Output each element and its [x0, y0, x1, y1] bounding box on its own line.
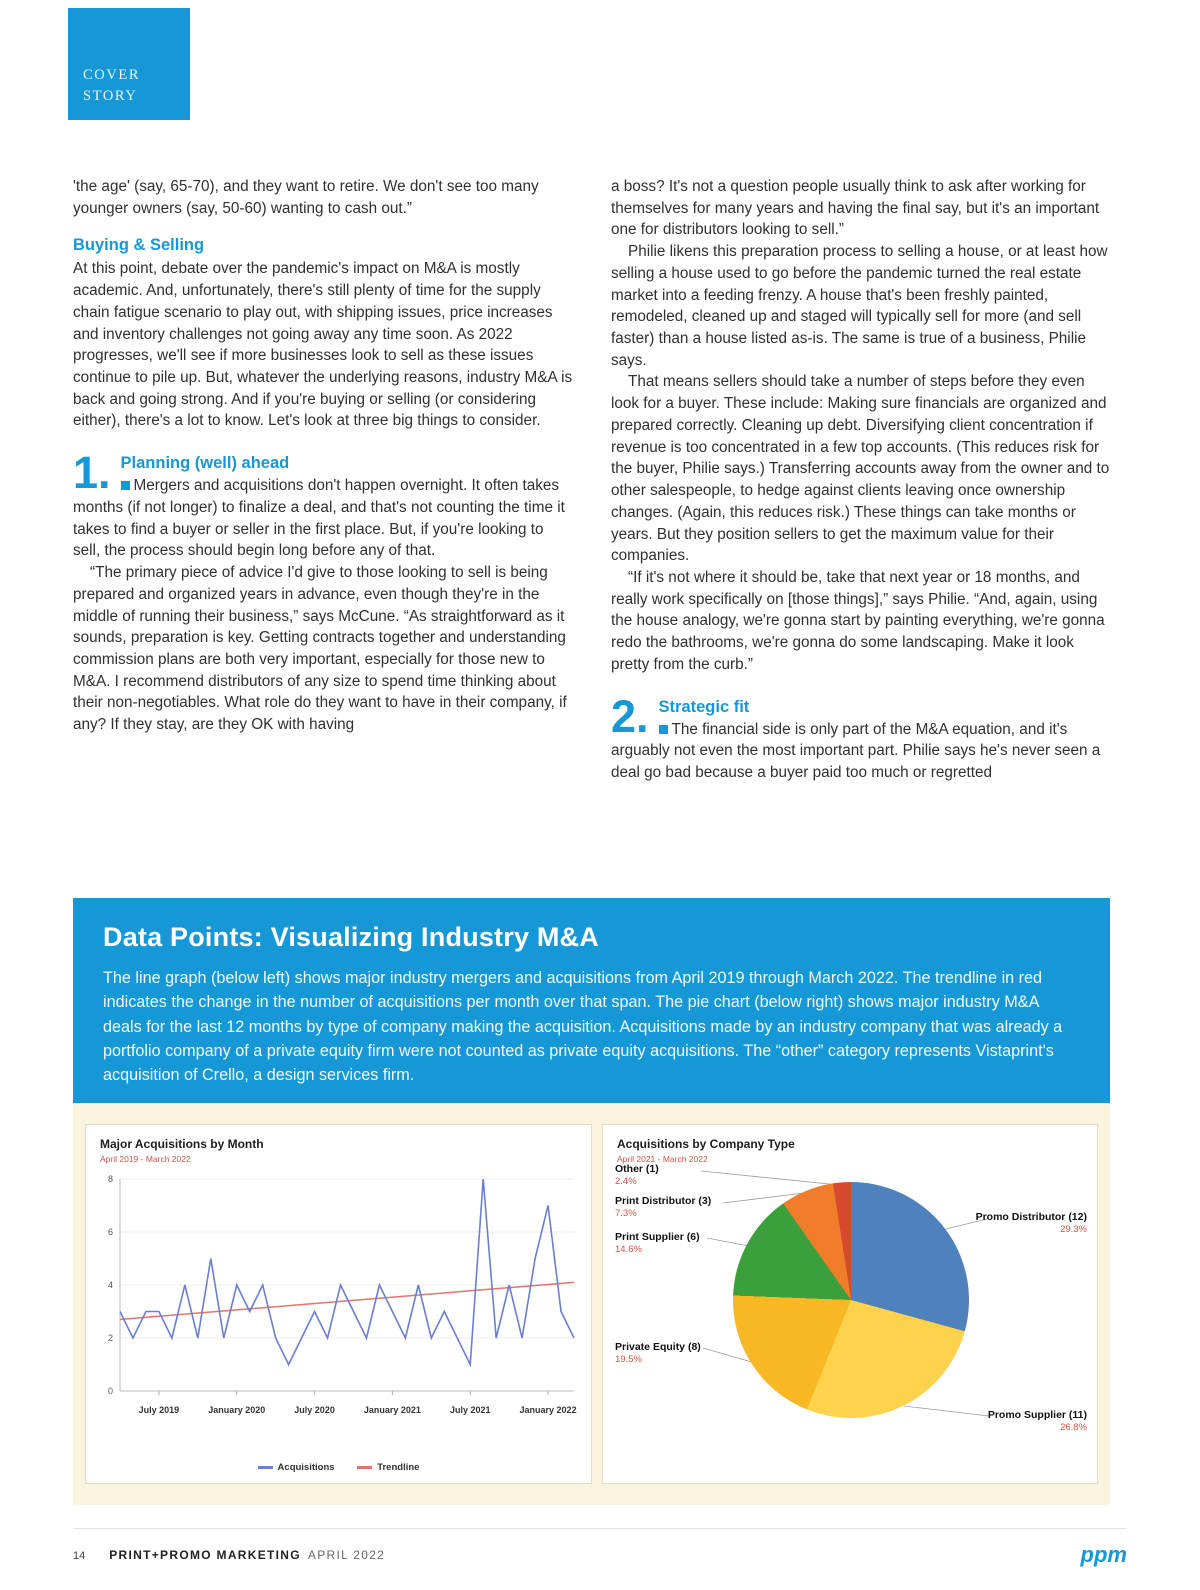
- left-column: 'the age' (say, 65-70), and they want to…: [73, 176, 573, 894]
- paragraph-boss: a boss? It's not a question people usual…: [611, 178, 1100, 239]
- point-1-paragraph-1-text: Mergers and acquisitions don't happen ov…: [73, 477, 565, 560]
- svg-text:July 2021: July 2021: [450, 1405, 491, 1415]
- point-2-number: 2.: [611, 690, 649, 742]
- pie-label-other-pct: 2.4%: [615, 1176, 637, 1188]
- pie-chart-title: Acquisitions by Company Type: [617, 1137, 795, 1151]
- data-points-box: Data Points: Visualizing Industry M&A Th…: [73, 898, 1110, 1103]
- svg-text:January 2021: January 2021: [364, 1405, 421, 1415]
- paragraph-seller-steps: That means sellers should take a number …: [611, 373, 1110, 565]
- legend-item-trendline: Trendline: [357, 1462, 419, 1473]
- legend-trendline-label: Trendline: [377, 1462, 420, 1473]
- page-number: 14: [73, 1550, 86, 1562]
- pie-label-private-equity: Private Equity (8) 19.5%: [615, 1341, 701, 1366]
- svg-text:January 2022: January 2022: [520, 1405, 577, 1415]
- pie-chart: [733, 1182, 969, 1418]
- svg-text:6: 6: [108, 1227, 113, 1237]
- legend-item-acquisitions: Acquisitions: [257, 1462, 335, 1473]
- svg-text:2: 2: [108, 1333, 113, 1343]
- line-chart-panel: Major Acquisitions by Month April 2019 -…: [85, 1124, 592, 1484]
- trendline-swatch-icon: [357, 1465, 373, 1469]
- pie-label-promo-distributor-pct: 29.3%: [1060, 1224, 1087, 1236]
- legend-acquisitions-label: Acquisitions: [277, 1462, 335, 1473]
- line-chart-title: Major Acquisitions by Month: [100, 1137, 264, 1151]
- point-2-heading: Strategic fit: [658, 697, 750, 716]
- pie-label-print-distributor-pct: 7.3%: [615, 1208, 637, 1220]
- pie-label-print-supplier: Print Supplier (6) 14.6%: [615, 1231, 700, 1256]
- acquisitions-line-swatch-icon: [257, 1465, 273, 1469]
- data-points-body: The line graph (below left) shows major …: [103, 969, 1063, 1085]
- svg-text:0: 0: [108, 1386, 113, 1396]
- svg-text:4: 4: [108, 1280, 113, 1290]
- point-1-section: 1. Planning (well) ahead Mergers and acq…: [73, 447, 573, 736]
- paragraph-intro: 'the age' (say, 65-70), and they want to…: [73, 178, 539, 217]
- pie-chart-panel: Acquisitions by Company Type April 2021 …: [602, 1124, 1098, 1484]
- charts-section: Major Acquisitions by Month April 2019 -…: [73, 1103, 1110, 1505]
- article-body: 'the age' (say, 65-70), and they want to…: [73, 176, 1110, 894]
- pie-label-print-supplier-name: Print Supplier (6): [615, 1231, 700, 1243]
- page-footer: 14 PRINT+PROMO MARKETING APRIL 2022 ppm: [73, 1528, 1127, 1568]
- pie-label-print-distributor-name: Print Distributor (3): [615, 1195, 712, 1207]
- magazine-name: PRINT+PROMO MARKETING: [109, 1548, 301, 1562]
- cover-tag-line2: STORY: [83, 87, 138, 104]
- data-points-title: Data Points: Visualizing Industry M&A: [103, 922, 599, 952]
- line-chart: 0 2 4 6 8 July 2019 January 2020 July 2020 Janua…: [108, 1174, 577, 1415]
- square-bullet-icon: [120, 481, 130, 491]
- cover-story-label: COVER STORY: [83, 65, 140, 107]
- pie-label-other: Other (1) 2.4%: [615, 1163, 659, 1188]
- point-1-paragraph-1: Mergers and acquisitions don't happen ov…: [73, 475, 573, 562]
- ppm-logo: ppm: [1080, 1542, 1127, 1567]
- pie-label-promo-distributor: Promo Distributor (12) 29.3%: [976, 1211, 1087, 1236]
- section-heading-buying-selling: Buying & Selling: [73, 236, 205, 255]
- paragraph-philie-house: Philie likens this preparation process t…: [611, 243, 1108, 369]
- square-bullet-icon: [658, 724, 668, 734]
- pie-label-promo-supplier-name: Promo Supplier (11): [987, 1409, 1087, 1421]
- pie-label-promo-supplier-pct: 26.8%: [1060, 1422, 1087, 1434]
- line-chart-subtitle: April 2019 - March 2022: [100, 1154, 191, 1164]
- pie-label-other-name: Other (1): [615, 1163, 659, 1175]
- point-1-paragraph-2: “The primary piece of advice I'd give to…: [73, 564, 567, 734]
- pie-label-promo-supplier: Promo Supplier (11) 26.8%: [988, 1409, 1087, 1434]
- cover-tag-line1: COVER: [83, 66, 141, 83]
- point-1-number: 1.: [73, 447, 111, 499]
- pie-label-private-equity-name: Private Equity (8): [615, 1341, 701, 1353]
- pie-label-promo-distributor-name: Promo Distributor (12): [975, 1211, 1087, 1223]
- paragraph-buying-selling: At this point, debate over the pandemic'…: [73, 260, 573, 430]
- pie-label-print-supplier-pct: 14.6%: [615, 1244, 642, 1256]
- svg-text:8: 8: [108, 1174, 113, 1184]
- pie-label-print-distributor: Print Distributor (3) 7.3%: [615, 1195, 711, 1220]
- issue-date: APRIL 2022: [307, 1548, 386, 1562]
- point-2-paragraph-text: The financial side is only part of the M…: [611, 720, 1101, 781]
- footer-left: 14 PRINT+PROMO MARKETING APRIL 2022: [73, 1548, 385, 1562]
- svg-text:January 2020: January 2020: [208, 1405, 265, 1415]
- cover-story-tag: COVER STORY: [68, 8, 190, 120]
- pie-chart-subtitle: April 2021 - March 2022: [617, 1154, 708, 1164]
- pie-label-private-equity-pct: 19.5%: [615, 1354, 642, 1366]
- line-chart-legend: Acquisitions Trendline: [86, 1462, 591, 1473]
- point-1-heading: Planning (well) ahead: [120, 454, 290, 473]
- point-2-section: 2. Strategic fit The financial side is o…: [611, 690, 1110, 784]
- pie-leader-lines: [700, 1170, 990, 1417]
- point-2-paragraph: The financial side is only part of the M…: [611, 719, 1110, 784]
- svg-text:July 2020: July 2020: [294, 1405, 335, 1415]
- right-column: a boss? It's not a question people usual…: [611, 176, 1110, 894]
- svg-text:July 2019: July 2019: [139, 1405, 180, 1415]
- paragraph-house-analogy: “If it's not where it should be, take th…: [611, 568, 1105, 673]
